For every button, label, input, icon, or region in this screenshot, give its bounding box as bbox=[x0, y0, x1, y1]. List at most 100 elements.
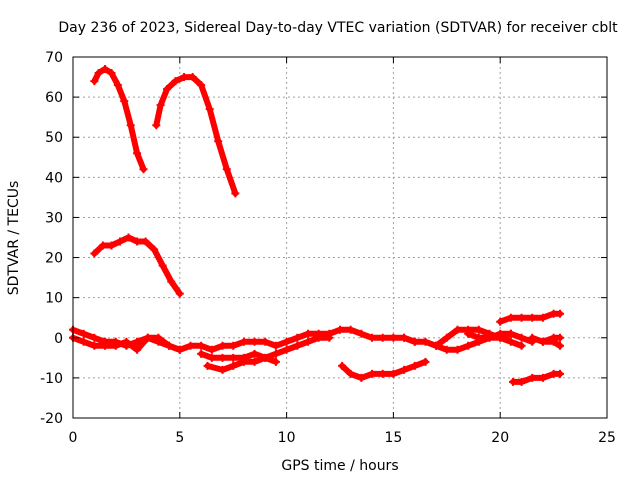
y-tick-label: 60 bbox=[45, 90, 63, 106]
y-tick-label: 30 bbox=[45, 210, 63, 226]
data-point bbox=[126, 121, 135, 130]
data-point bbox=[175, 289, 184, 298]
data-point bbox=[120, 97, 129, 106]
data-point bbox=[282, 337, 291, 346]
data-point bbox=[556, 341, 565, 350]
data-point bbox=[389, 369, 398, 378]
data-point bbox=[303, 329, 312, 338]
y-tick-label: 20 bbox=[45, 251, 63, 267]
data-point bbox=[378, 369, 387, 378]
data-point bbox=[538, 373, 547, 382]
data-point bbox=[207, 345, 216, 354]
data-point bbox=[453, 325, 462, 334]
data-series bbox=[69, 65, 565, 386]
data-point bbox=[464, 341, 473, 350]
data-point bbox=[207, 353, 216, 362]
data-point bbox=[357, 329, 366, 338]
y-tick-label: 10 bbox=[45, 291, 63, 307]
data-point bbox=[357, 373, 366, 382]
series-arc-15 bbox=[509, 369, 565, 386]
data-point bbox=[506, 337, 515, 346]
data-point bbox=[229, 341, 238, 350]
data-point bbox=[293, 333, 302, 342]
data-point bbox=[165, 341, 174, 350]
data-point bbox=[410, 361, 419, 370]
y-axis-label: SDTVAR / TECUs bbox=[6, 181, 22, 296]
data-point bbox=[197, 341, 206, 350]
data-point bbox=[346, 325, 355, 334]
data-point bbox=[485, 333, 494, 342]
data-point bbox=[90, 77, 99, 86]
series-arc-14 bbox=[538, 333, 565, 346]
x-tick-label: 20 bbox=[491, 430, 509, 446]
data-point bbox=[124, 233, 133, 242]
data-point bbox=[517, 333, 526, 342]
data-point bbox=[214, 137, 223, 146]
data-point bbox=[79, 337, 88, 346]
data-point bbox=[162, 85, 171, 94]
data-point bbox=[250, 349, 259, 358]
data-point bbox=[556, 369, 565, 378]
data-point bbox=[115, 237, 124, 246]
data-point bbox=[98, 241, 107, 250]
data-point bbox=[506, 329, 515, 338]
data-point bbox=[150, 245, 159, 254]
data-point bbox=[90, 249, 99, 258]
data-point bbox=[107, 241, 116, 250]
data-point bbox=[517, 341, 526, 350]
data-point bbox=[143, 333, 152, 342]
series-arc-11 bbox=[464, 329, 537, 346]
data-point bbox=[231, 189, 240, 198]
data-point bbox=[139, 165, 148, 174]
series-arc-10 bbox=[432, 325, 526, 350]
data-point bbox=[421, 337, 430, 346]
data-point bbox=[205, 105, 214, 114]
data-point bbox=[389, 333, 398, 342]
data-point bbox=[218, 353, 227, 362]
data-point bbox=[432, 341, 441, 350]
series-arc-8 bbox=[338, 357, 430, 382]
data-point bbox=[556, 309, 565, 318]
data-point bbox=[282, 345, 291, 354]
series-arc-2 bbox=[152, 73, 240, 198]
series-trace bbox=[153, 74, 239, 197]
data-point bbox=[154, 333, 163, 342]
data-point bbox=[180, 73, 189, 82]
data-point bbox=[303, 337, 312, 346]
data-point bbox=[538, 313, 547, 322]
data-point bbox=[171, 77, 180, 86]
data-point bbox=[538, 337, 547, 346]
data-point bbox=[90, 341, 99, 350]
data-point bbox=[271, 357, 280, 366]
data-point bbox=[325, 333, 334, 342]
data-point bbox=[90, 333, 99, 342]
data-point bbox=[368, 333, 377, 342]
x-tick-label: 10 bbox=[278, 430, 296, 446]
data-point bbox=[111, 341, 120, 350]
data-point bbox=[158, 261, 167, 270]
data-point bbox=[496, 329, 505, 338]
data-point bbox=[528, 313, 537, 322]
series-arc-12 bbox=[496, 309, 565, 326]
data-point bbox=[250, 337, 259, 346]
y-tick-label: 50 bbox=[45, 130, 63, 146]
plot-frame bbox=[72, 56, 608, 419]
y-tick-label: 0 bbox=[54, 331, 63, 347]
data-point bbox=[410, 337, 419, 346]
data-point bbox=[133, 345, 142, 354]
data-point bbox=[496, 317, 505, 326]
data-point bbox=[239, 353, 248, 362]
data-point bbox=[101, 341, 110, 350]
data-point bbox=[453, 345, 462, 354]
data-point bbox=[421, 357, 430, 366]
data-point bbox=[261, 337, 270, 346]
y-tick-label: 70 bbox=[45, 50, 63, 66]
data-point bbox=[79, 329, 88, 338]
data-point bbox=[107, 69, 116, 78]
data-point bbox=[528, 333, 537, 342]
x-axis-ticks: 0 5 10 15 20 25 bbox=[69, 57, 616, 446]
series-arc-7 bbox=[197, 349, 280, 366]
data-point bbox=[271, 341, 280, 350]
data-point bbox=[509, 377, 518, 386]
data-point bbox=[474, 333, 483, 342]
